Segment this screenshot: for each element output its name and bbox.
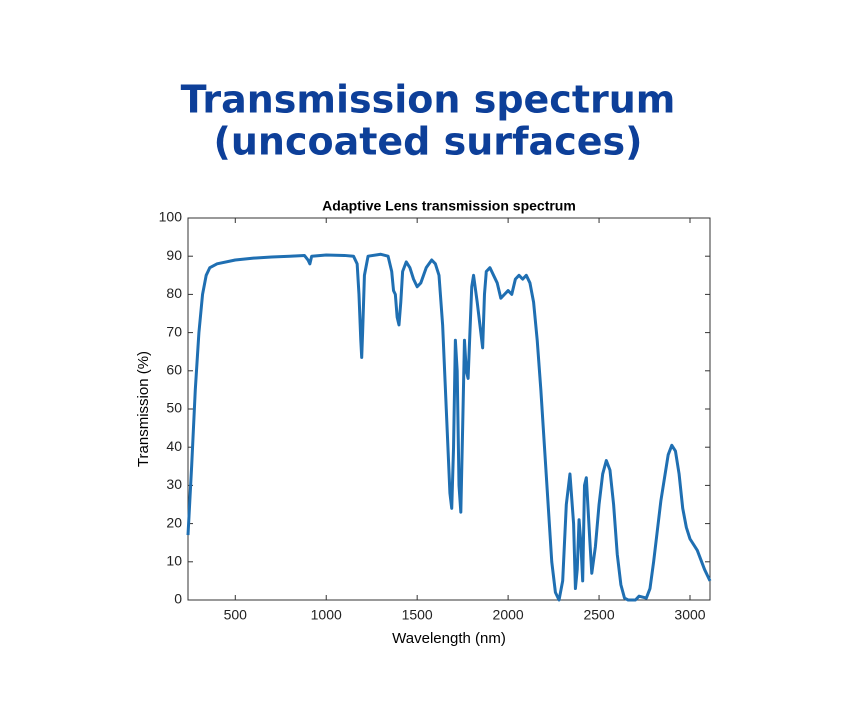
x-tick-label: 2500 [583, 607, 614, 623]
chart-title: Adaptive Lens transmission spectrum [322, 198, 576, 214]
y-tick-label: 90 [166, 247, 182, 263]
y-tick-label: 60 [166, 362, 182, 378]
y-tick-label: 100 [159, 209, 183, 225]
x-tick-label: 1500 [402, 607, 433, 623]
x-tick-label: 500 [224, 607, 248, 623]
plot-frame [187, 217, 711, 601]
y-tick-label: 80 [166, 285, 182, 301]
x-axis-label: Wavelength (nm) [392, 630, 506, 647]
heading-line: Transmission spectrum [181, 78, 676, 122]
y-tick-label: 20 [166, 514, 182, 530]
y-tick-label: 0 [174, 591, 182, 607]
x-tick-label: 3000 [674, 607, 705, 623]
heading-line: (uncoated surfaces) [214, 120, 643, 164]
y-tick-label: 70 [166, 323, 182, 339]
y-axis-label: Transmission (%) [135, 351, 152, 467]
y-tick-label: 50 [166, 400, 182, 416]
y-tick-label: 40 [166, 438, 182, 454]
data-line [186, 252, 712, 602]
x-tick-label: 1000 [311, 607, 342, 623]
y-tick-label: 10 [166, 553, 182, 569]
x-tick-label: 2000 [493, 607, 524, 623]
y-tick-label: 30 [166, 476, 182, 492]
